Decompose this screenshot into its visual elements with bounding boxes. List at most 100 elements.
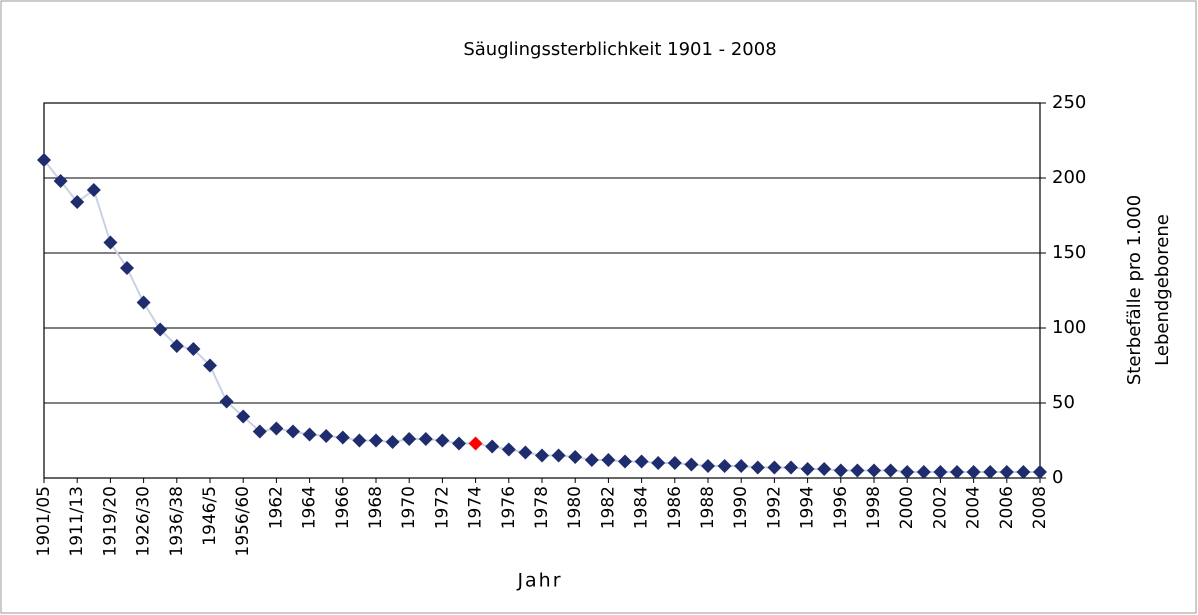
x-tick-label: 1911/13: [67, 486, 87, 557]
data-point: [136, 295, 151, 310]
data-point: [734, 459, 749, 473]
data-point: [634, 454, 649, 469]
data-point: [120, 261, 134, 275]
x-tick-label: 2000: [897, 486, 917, 529]
x-tick-label: 1974: [466, 486, 486, 529]
data-point: [750, 460, 765, 475]
x-tick-label: 1966: [333, 486, 353, 529]
data-point: [385, 435, 400, 449]
data-point: [518, 445, 533, 460]
data-point: [468, 436, 483, 451]
data-point: [950, 465, 964, 479]
x-tick-label: 2002: [930, 486, 950, 529]
x-tick-label: 1978: [532, 486, 552, 529]
data-point: [286, 424, 300, 439]
data-point: [252, 424, 267, 439]
data-point: [219, 394, 234, 409]
x-tick-label: 1972: [432, 486, 452, 529]
data-point: [983, 465, 998, 479]
data-point: [651, 456, 666, 470]
data-point: [418, 432, 433, 446]
y-axis-label: Lebendgeborene: [1152, 214, 1173, 366]
data-point: [53, 174, 68, 188]
x-tick-label: 2004: [964, 486, 984, 529]
x-tick-label: 1964: [300, 486, 320, 529]
data-point: [269, 421, 284, 436]
x-tick-label: 1998: [864, 486, 884, 529]
data-point: [551, 448, 566, 463]
y-axis-label: Sterbefälle pro 1.000: [1124, 195, 1145, 385]
data-point: [667, 456, 682, 470]
x-tick-label: 1988: [698, 486, 718, 529]
data-point: [153, 322, 168, 337]
data-point: [800, 462, 815, 476]
data-point: [717, 459, 732, 473]
x-tick-label: 1980: [565, 486, 585, 529]
data-point: [501, 442, 516, 457]
x-tick-label: 1919/20: [100, 486, 120, 557]
y-tick-label: 0: [1052, 467, 1063, 488]
data-point: [584, 453, 599, 467]
x-tick-label: 1994: [798, 486, 818, 529]
x-tick-label: 1992: [764, 486, 784, 529]
y-tick-label: 100: [1052, 317, 1086, 338]
data-point: [867, 463, 881, 478]
y-tick-label: 150: [1052, 242, 1086, 263]
data-point: [485, 439, 500, 454]
x-tick-label: 1901/05: [34, 486, 54, 557]
data-point: [966, 465, 981, 479]
data-point: [70, 195, 85, 209]
x-tick-label: 1990: [731, 486, 751, 529]
y-tick-label: 250: [1052, 92, 1086, 113]
data-point: [335, 430, 350, 445]
data-point: [618, 454, 632, 469]
data-point: [883, 463, 898, 478]
data-point: [535, 448, 549, 463]
x-tick-label: 1936/38: [167, 486, 187, 557]
data-point: [684, 457, 699, 472]
data-point: [319, 429, 334, 443]
data-point: [169, 339, 184, 353]
x-tick-label: 1976: [499, 486, 519, 529]
data-point: [236, 409, 251, 424]
data-point: [833, 463, 848, 478]
y-tick-label: 50: [1052, 392, 1075, 413]
data-point: [916, 465, 931, 479]
x-tick-label: 1986: [665, 486, 685, 529]
data-point: [37, 153, 51, 167]
x-tick-label: 2008: [1030, 486, 1050, 529]
x-tick-label: 1926/30: [134, 486, 154, 557]
data-point: [435, 433, 450, 448]
data-point: [402, 432, 417, 446]
data-point: [203, 358, 217, 373]
data-point: [1016, 465, 1031, 479]
data-point: [452, 436, 466, 451]
data-point: [999, 465, 1014, 479]
x-tick-label: 1956/60: [233, 486, 253, 557]
x-tick-label: 1982: [598, 486, 618, 529]
data-point: [186, 342, 201, 356]
x-tick-label: 1962: [266, 486, 286, 529]
x-tick-label: 2006: [997, 486, 1017, 529]
chart-title: Säuglingssterblichkeit 1901 - 2008: [463, 39, 776, 60]
data-point: [103, 235, 118, 250]
data-point: [86, 183, 101, 197]
x-axis-label: Jahr: [516, 570, 562, 592]
data-point: [352, 433, 367, 448]
data-point: [817, 462, 832, 476]
data-point: [784, 460, 798, 475]
data-point: [1033, 465, 1047, 479]
data-point: [568, 450, 583, 464]
x-tick-label: 1970: [399, 486, 419, 529]
x-tick-label: 1946/5: [200, 486, 220, 546]
data-point: [933, 465, 948, 479]
x-tick-label: 1996: [831, 486, 851, 529]
x-tick-label: 1968: [366, 486, 386, 529]
data-point: [369, 433, 383, 448]
data-point: [900, 465, 915, 479]
data-point: [767, 460, 782, 475]
data-point: [701, 459, 715, 473]
y-tick-label: 200: [1052, 167, 1086, 188]
x-tick-label: 1984: [632, 486, 652, 529]
